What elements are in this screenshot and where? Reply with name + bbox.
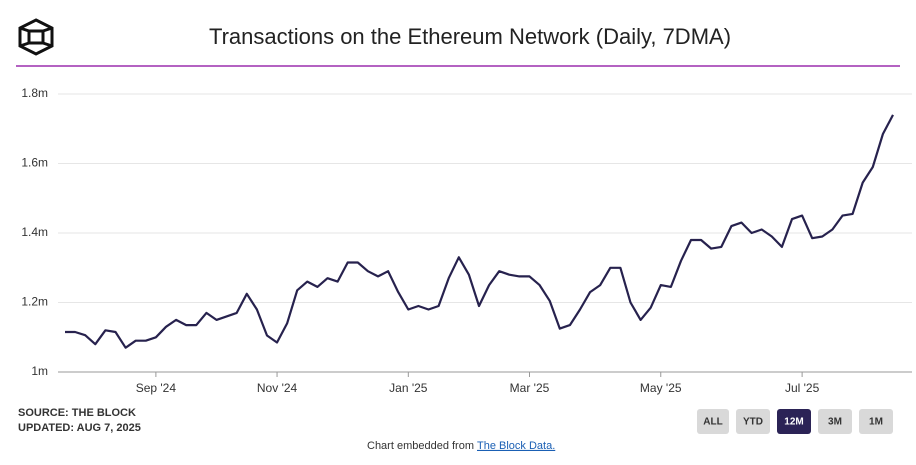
source: SOURCE: THE BLOCK bbox=[18, 407, 136, 419]
x-tick-label: Jan '25 bbox=[389, 381, 428, 395]
logo bbox=[18, 18, 54, 56]
x-tick-label: Sep '24 bbox=[136, 381, 177, 395]
x-tick-label: May '25 bbox=[640, 381, 682, 395]
y-tick-label: 1.2m bbox=[21, 295, 48, 309]
range-button[interactable] bbox=[736, 409, 770, 434]
x-tick-label: Mar '25 bbox=[510, 381, 550, 395]
x-tick-label: Jul '25 bbox=[785, 381, 820, 395]
range-button[interactable] bbox=[859, 409, 893, 434]
range-button[interactable] bbox=[697, 409, 729, 434]
range-button-label[interactable]: 1M bbox=[869, 417, 883, 428]
range-button-label[interactable]: 3M bbox=[828, 417, 842, 428]
range-button-label[interactable]: YTD bbox=[743, 417, 763, 428]
x-tick-label: Nov '24 bbox=[257, 381, 298, 395]
y-tick-label: 1.6m bbox=[21, 156, 48, 170]
y-tick-label: 1m bbox=[31, 364, 48, 378]
series-line bbox=[65, 114, 894, 349]
updated: UPDATED: AUG 7, 2025 bbox=[18, 422, 141, 434]
chart-title: Transactions on the Ethereum Network (Da… bbox=[209, 24, 731, 49]
y-tick-label: 1.4m bbox=[21, 225, 48, 239]
embed-link[interactable]: The Block Data. bbox=[477, 440, 555, 452]
range-button[interactable] bbox=[777, 409, 811, 434]
embed-text: Chart embedded from bbox=[367, 440, 474, 452]
range-button-label[interactable]: ALL bbox=[703, 417, 722, 428]
y-tick-label: 1.8m bbox=[21, 86, 48, 100]
range-button[interactable] bbox=[818, 409, 852, 434]
range-button-label[interactable]: 12M bbox=[784, 417, 803, 428]
